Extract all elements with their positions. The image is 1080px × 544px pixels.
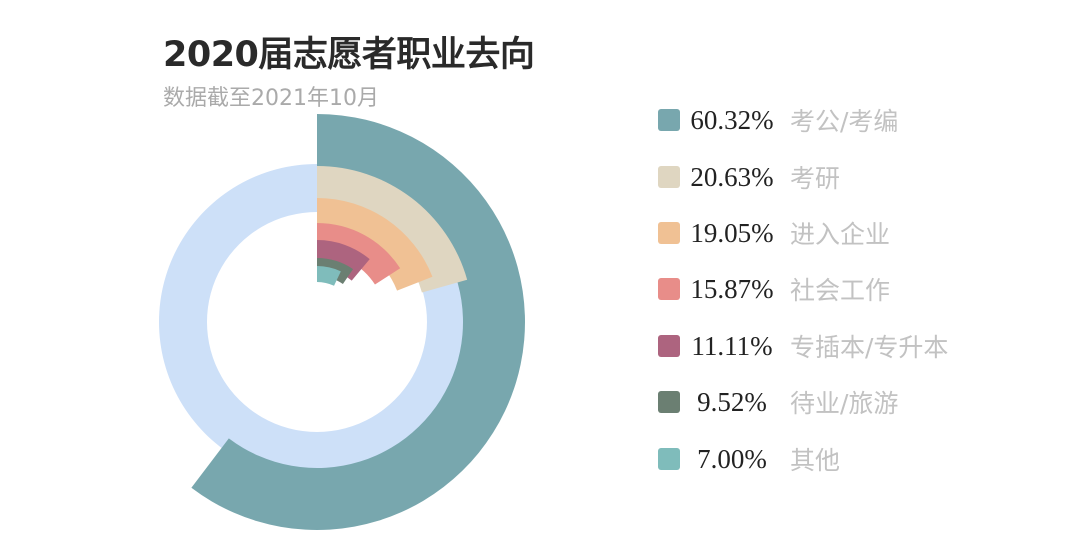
chart-subtitle: 数据截至2021年10月	[163, 86, 379, 111]
legend-percent: 7.00%	[697, 443, 767, 474]
legend-swatch	[658, 448, 680, 470]
legend-percent: 9.52%	[697, 386, 767, 417]
legend-item: 15.87% 社会工作	[658, 269, 1018, 309]
legend-percent: 19.05%	[690, 217, 774, 248]
legend-item: 7.00% 其他	[658, 439, 1018, 479]
legend-label: 社会工作	[790, 276, 891, 305]
arc-7	[317, 266, 341, 286]
legend-swatch	[658, 335, 680, 357]
legend-item: 19.05% 进入企业	[658, 213, 1018, 253]
legend-swatch	[658, 278, 680, 300]
legend-percent: 15.87%	[690, 273, 774, 304]
legend-label: 专插本/专升本	[790, 333, 949, 362]
legend-swatch	[658, 391, 680, 413]
arc-5	[317, 240, 370, 281]
legend-swatch	[658, 222, 680, 244]
legend-label: 待业/旅游	[790, 389, 899, 418]
legend-percent: 11.11%	[691, 330, 773, 361]
legend-item: 9.52% 待业/旅游	[658, 382, 1018, 422]
chart-title: 2020届志愿者职业去向	[163, 35, 535, 75]
legend-label: 考公/考编	[790, 107, 899, 136]
legend-swatch	[658, 109, 680, 131]
legend-swatch	[658, 166, 680, 188]
legend-item: 20.63% 考研	[658, 157, 1018, 197]
legend-label: 其他	[790, 446, 841, 475]
legend-percent: 60.32%	[690, 104, 774, 135]
legend-item: 11.11% 专插本/专升本	[658, 326, 1018, 366]
legend-percent: 20.63%	[690, 161, 774, 192]
legend-label: 进入企业	[790, 220, 891, 249]
legend-item: 60.32% 考公/考编	[658, 100, 1018, 140]
arc-1	[191, 114, 526, 530]
legend-label: 考研	[790, 164, 841, 193]
